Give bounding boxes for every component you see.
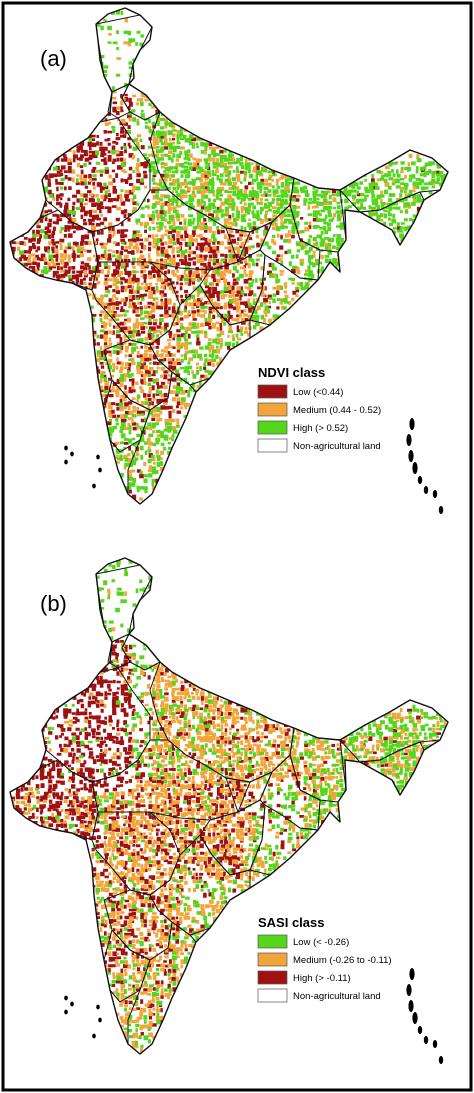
- land-cover-texture: [11, 559, 448, 1053]
- sasi-swatch-high: [257, 970, 288, 985]
- island: [417, 476, 423, 484]
- island: [92, 1033, 96, 1039]
- island: [432, 1040, 438, 1048]
- island: [98, 467, 102, 473]
- island: [92, 483, 96, 489]
- island: [438, 506, 444, 514]
- island: [64, 1009, 68, 1015]
- land-cover-red: [11, 93, 440, 500]
- sasi-swatch-non-agri: [257, 988, 288, 1003]
- country-outline: [9, 7, 449, 505]
- island: [96, 454, 100, 460]
- state-boundary: [107, 83, 131, 119]
- sasi-label-medium: Medium (-0.26 to -0.11): [293, 955, 392, 966]
- panel-b-label: (b): [40, 591, 67, 616]
- land-cover-red: [11, 639, 442, 1036]
- island: [412, 1012, 418, 1024]
- state-boundary: [107, 633, 131, 669]
- ndvi-legend: NDVI class Low (<0.44) Medium (0.44 - 0.…: [257, 365, 381, 453]
- island: [417, 1026, 423, 1034]
- island: [406, 984, 412, 996]
- sasi-label-high: High (> -0.11): [293, 973, 351, 984]
- sasi-map: [9, 557, 449, 1055]
- sasi-label-non-agri: Non-agricultural land: [293, 991, 381, 1002]
- island: [70, 1001, 74, 1007]
- island: [432, 490, 438, 498]
- ndvi-label-high: High (> 0.52): [293, 423, 348, 434]
- island: [64, 445, 68, 451]
- island: [423, 486, 429, 494]
- island: [98, 1017, 102, 1023]
- ndvi-label-medium: Medium (0.44 - 0.52): [293, 405, 381, 416]
- island: [406, 434, 412, 446]
- island: [64, 459, 68, 465]
- sasi-legend-title: SASI class: [258, 915, 325, 930]
- panel-a: (a) NDVI class Low (<0.44) Medium (0.44 …: [9, 7, 449, 514]
- sasi-label-low: Low (< -0.26): [293, 937, 349, 948]
- island: [408, 1000, 414, 1012]
- island: [96, 1004, 100, 1010]
- ndvi-label-non-agri: Non-agricultural land: [293, 441, 381, 452]
- ndvi-swatch-high: [257, 420, 288, 435]
- ndvi-swatch-low: [257, 384, 288, 399]
- island: [412, 462, 418, 474]
- island: [409, 418, 415, 430]
- ndvi-swatch-medium: [257, 402, 288, 417]
- island: [423, 1036, 429, 1044]
- island: [64, 995, 68, 1001]
- ndvi-label-low: Low (<0.44): [293, 387, 343, 398]
- island: [438, 1056, 444, 1064]
- island: [409, 968, 415, 980]
- ndvi-map: [9, 7, 449, 505]
- panel-a-label: (a): [40, 46, 67, 71]
- panel-b: (b) SASI class Low (< -0.26) Medium (-0.…: [9, 557, 449, 1064]
- ndvi-swatch-non-agri: [257, 438, 288, 453]
- island-territories-a: [64, 418, 444, 514]
- sasi-legend: SASI class Low (< -0.26) Medium (-0.26 t…: [257, 915, 392, 1003]
- sasi-swatch-low: [257, 934, 288, 949]
- land-cover-texture: [11, 10, 447, 501]
- island: [408, 450, 414, 462]
- island-territories-b: [64, 968, 444, 1064]
- ndvi-legend-title: NDVI class: [258, 365, 325, 380]
- sasi-swatch-medium: [257, 952, 288, 967]
- country-outline: [9, 557, 449, 1055]
- island: [70, 451, 74, 457]
